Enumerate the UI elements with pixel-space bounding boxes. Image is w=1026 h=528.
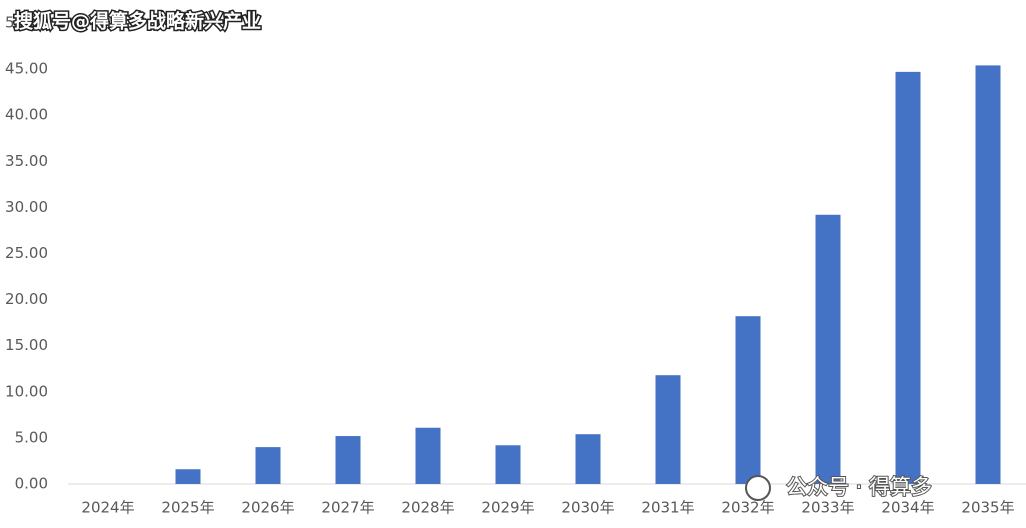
y-tick-label: 50.00 xyxy=(5,14,48,32)
bar xyxy=(655,375,681,484)
x-tick-label: 2024年 xyxy=(81,499,134,517)
bar xyxy=(815,214,841,484)
watermark: 搜狐号@得算多战略新兴产业 xyxy=(14,10,261,33)
x-tick-label: 2026年 xyxy=(241,499,294,517)
x-tick-label: 2035年 xyxy=(961,499,1014,517)
bar xyxy=(255,447,281,484)
y-tick-label: 0.00 xyxy=(15,475,48,493)
watermark-icon xyxy=(745,475,771,501)
x-tick-label: 2033年 xyxy=(801,499,854,517)
bar xyxy=(335,436,361,484)
x-tick-label: 2029年 xyxy=(481,499,534,517)
y-tick-label: 40.00 xyxy=(5,106,48,124)
bar xyxy=(895,71,921,484)
x-tick-label: 2030年 xyxy=(561,499,614,517)
y-tick-label: 10.00 xyxy=(5,382,48,400)
y-tick-label: 35.00 xyxy=(5,152,48,170)
bar xyxy=(495,445,521,484)
y-tick-label: 15.00 xyxy=(5,336,48,354)
y-tick-label: 5.00 xyxy=(15,428,48,446)
bar xyxy=(415,427,441,484)
bar xyxy=(575,434,601,484)
bar xyxy=(975,65,1001,485)
x-tick-label: 2028年 xyxy=(401,499,454,517)
bar xyxy=(175,469,201,484)
y-tick-label: 25.00 xyxy=(5,244,48,262)
y-tick-label: 45.00 xyxy=(5,60,48,78)
y-tick-label: 20.00 xyxy=(5,290,48,308)
x-tick-label: 2031年 xyxy=(641,499,694,517)
y-tick-label: 30.00 xyxy=(5,198,48,216)
x-tick-label: 2027年 xyxy=(321,499,374,517)
x-tick-label: 2025年 xyxy=(161,499,214,517)
x-tick-label: 2034年 xyxy=(881,499,934,517)
x-tick-label: 2032年 xyxy=(721,499,774,517)
bar xyxy=(735,316,761,484)
watermark: 公众号 · 得算多 xyxy=(786,475,932,499)
